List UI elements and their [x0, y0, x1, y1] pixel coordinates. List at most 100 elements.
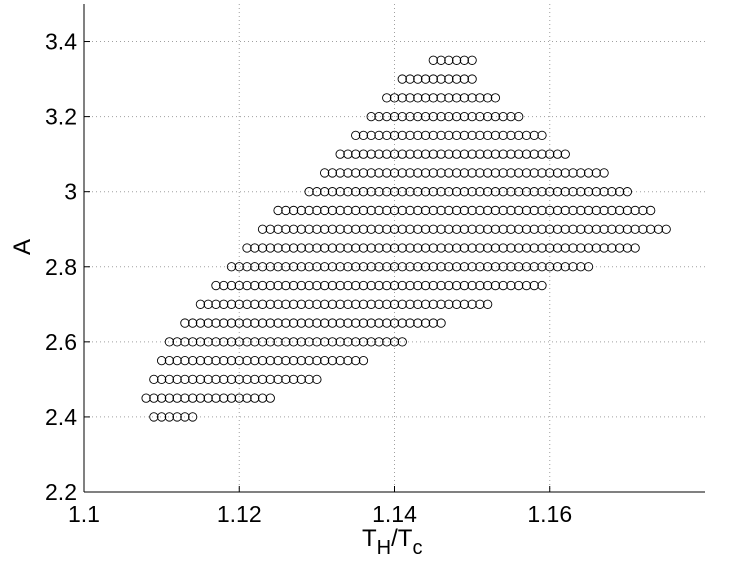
- data-point: [653, 224, 664, 234]
- data-point: [156, 412, 167, 422]
- data-point: [374, 130, 384, 141]
- data-point: [351, 299, 361, 309]
- data-point: [382, 299, 392, 309]
- data-point: [211, 355, 221, 366]
- data-point: [351, 224, 361, 234]
- data-point: [389, 149, 400, 159]
- y-tick-label: 3.4: [45, 29, 77, 55]
- data-point: [451, 130, 462, 141]
- data-point: [514, 149, 524, 159]
- data-point: [257, 262, 268, 272]
- data-point: [646, 224, 656, 234]
- data-point: [219, 355, 229, 366]
- data-point: [250, 337, 260, 347]
- data-point: [374, 337, 384, 347]
- data-point: [591, 168, 601, 178]
- data-point: [195, 337, 206, 347]
- data-point: [343, 318, 353, 328]
- data-point: [319, 355, 330, 366]
- data-point: [428, 280, 438, 291]
- data-point: [397, 168, 407, 178]
- data-point: [366, 243, 376, 253]
- data-point: [514, 111, 524, 122]
- data-point: [444, 299, 454, 309]
- data-point: [545, 243, 555, 253]
- data-point: [451, 187, 462, 197]
- data-point: [343, 355, 353, 366]
- data-point: [405, 149, 415, 159]
- data-point: [335, 355, 345, 366]
- data-point: [490, 205, 501, 216]
- data-point: [467, 299, 477, 309]
- data-point: [599, 224, 609, 234]
- data-point: [521, 149, 532, 159]
- data-point: [265, 393, 275, 403]
- data-point: [451, 224, 462, 234]
- data-point: [514, 262, 524, 272]
- data-point: [498, 262, 508, 272]
- data-point: [436, 111, 446, 122]
- data-point: [498, 149, 508, 159]
- data-point: [265, 280, 275, 291]
- data-point: [188, 337, 198, 347]
- data-point: [358, 130, 369, 141]
- data-point: [444, 243, 454, 253]
- data-point: [382, 130, 392, 141]
- data-point: [226, 337, 237, 347]
- data-point: [475, 262, 485, 272]
- data-point: [428, 55, 438, 65]
- data-point: [226, 355, 237, 366]
- data-point: [420, 130, 431, 141]
- data-point: [444, 149, 454, 159]
- data-point: [436, 187, 446, 197]
- data-point: [529, 168, 539, 178]
- data-point: [389, 262, 400, 272]
- data-point: [506, 280, 516, 291]
- data-point: [467, 262, 477, 272]
- x-tick-label: 1.12: [217, 501, 262, 527]
- data-point: [351, 280, 361, 291]
- data-point: [451, 74, 462, 84]
- data-point: [420, 74, 431, 84]
- data-point: [397, 111, 407, 122]
- data-point: [428, 149, 438, 159]
- data-point: [397, 205, 407, 216]
- data-point: [482, 187, 493, 197]
- data-point: [552, 224, 563, 234]
- data-point: [203, 393, 213, 403]
- data-point: [405, 224, 415, 234]
- data-point: [288, 262, 299, 272]
- data-point: [319, 299, 330, 309]
- data-point: [405, 205, 415, 216]
- data-point: [382, 262, 392, 272]
- data-point: [498, 280, 508, 291]
- data-point: [288, 299, 299, 309]
- data-point: [250, 393, 260, 403]
- data-point: [529, 262, 539, 272]
- data-point: [413, 280, 423, 291]
- data-point: [374, 187, 384, 197]
- y-tick-label: 2.8: [45, 254, 77, 280]
- data-point: [405, 243, 415, 253]
- data-point: [420, 168, 431, 178]
- data-point: [180, 393, 190, 403]
- data-point: [327, 224, 338, 234]
- data-point: [514, 243, 524, 253]
- data-point: [537, 205, 547, 216]
- data-point: [498, 224, 508, 234]
- data-point: [397, 243, 407, 253]
- data-point: [521, 205, 532, 216]
- data-point: [219, 318, 229, 328]
- data-point: [281, 280, 291, 291]
- data-point: [506, 168, 516, 178]
- data-point: [451, 262, 462, 272]
- data-point: [265, 262, 275, 272]
- data-point: [436, 243, 446, 253]
- data-point: [335, 337, 345, 347]
- data-point: [459, 130, 470, 141]
- data-point: [374, 149, 384, 159]
- data-point: [397, 262, 407, 272]
- data-point: [343, 243, 353, 253]
- data-point: [451, 149, 462, 159]
- data-point: [537, 280, 547, 291]
